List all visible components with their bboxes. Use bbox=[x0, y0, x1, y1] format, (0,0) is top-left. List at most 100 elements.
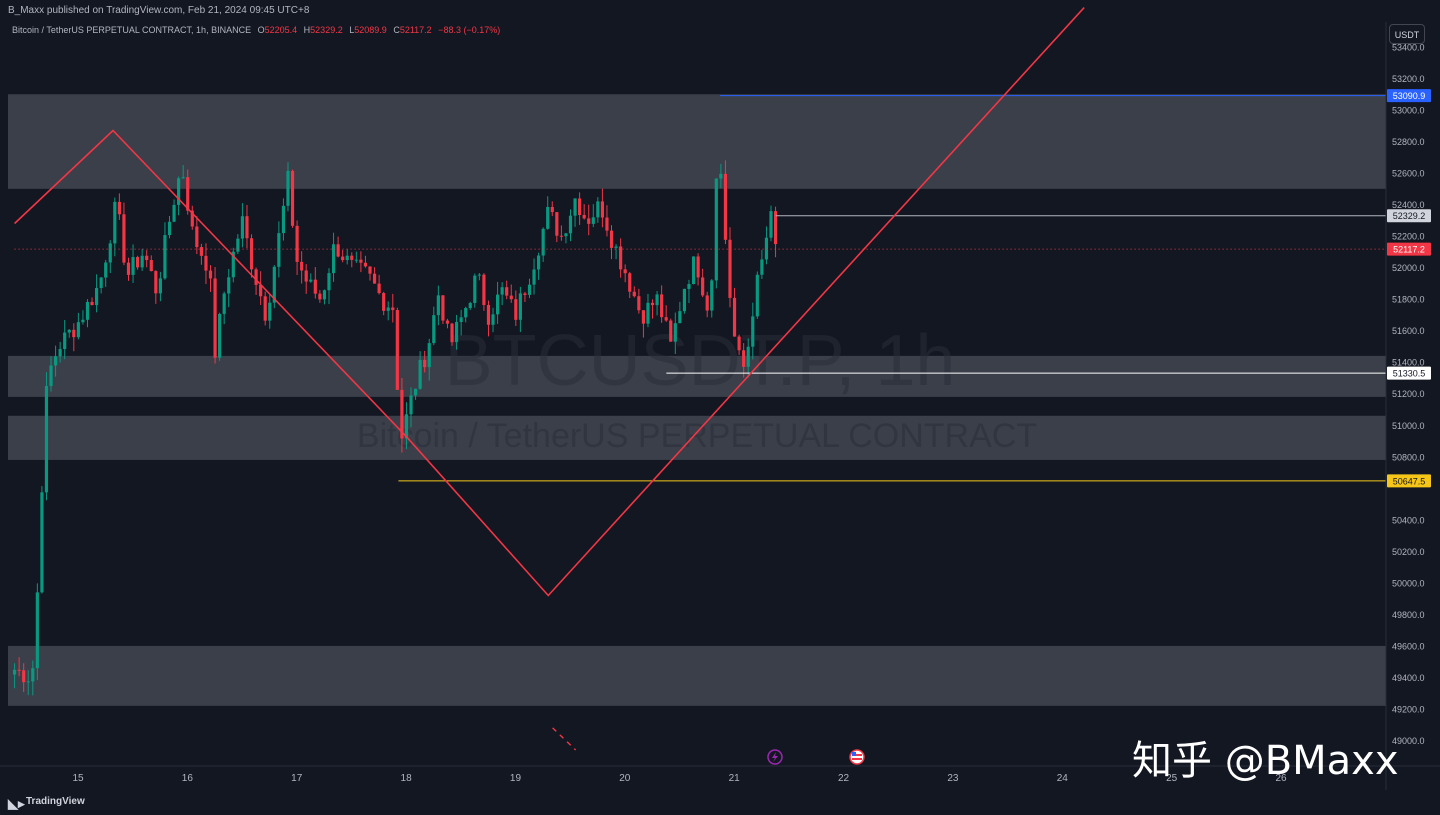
watermark-symbol: BTCUSDT.P, 1h bbox=[445, 321, 956, 401]
sr-zone bbox=[8, 355, 1386, 397]
watermark-layer: BTCUSDT.P, 1h Bitcoin / TetherUS PERPETU… bbox=[357, 321, 1037, 455]
candle-body bbox=[691, 256, 696, 285]
y-tick-label: 52200.0 bbox=[1392, 232, 1425, 242]
candle-body bbox=[81, 319, 85, 323]
lightning-glyph bbox=[772, 752, 778, 762]
candle-body bbox=[614, 246, 618, 248]
y-tick-label: 51000.0 bbox=[1392, 421, 1425, 431]
candle-body bbox=[149, 260, 153, 272]
watermark-description: Bitcoin / TetherUS PERPETUAL CONTRACT bbox=[357, 417, 1037, 455]
candle-body bbox=[395, 310, 399, 390]
candles-layer bbox=[12, 160, 778, 696]
candle-body bbox=[94, 287, 99, 306]
candle-body bbox=[49, 365, 53, 387]
candle-body bbox=[710, 280, 714, 311]
candle-body bbox=[769, 211, 773, 238]
candle-body bbox=[737, 336, 741, 351]
x-tick-label: 26 bbox=[1275, 773, 1287, 784]
candle-body bbox=[527, 284, 532, 295]
y-tick-label: 52400.0 bbox=[1392, 200, 1425, 210]
candle-body bbox=[341, 256, 345, 261]
candle-body bbox=[673, 323, 677, 342]
candle-body bbox=[172, 204, 176, 222]
y-tick-label: 52800.0 bbox=[1392, 137, 1425, 147]
candle-body bbox=[177, 178, 181, 205]
candle-body bbox=[413, 388, 418, 396]
candle-body bbox=[117, 201, 121, 215]
candle-body bbox=[154, 271, 158, 294]
lightning-event-icon[interactable] bbox=[767, 749, 783, 765]
candle-body bbox=[309, 279, 313, 282]
low-label: L bbox=[349, 25, 355, 35]
candle-body bbox=[104, 262, 108, 278]
candle-body bbox=[532, 269, 536, 285]
symbol-description: Bitcoin / TetherUS PERPETUAL CONTRACT, 1… bbox=[12, 25, 252, 35]
candle-body bbox=[546, 206, 550, 229]
candle-body bbox=[732, 297, 737, 337]
ohlc-legend: Bitcoin / TetherUS PERPETUAL CONTRACT, 1… bbox=[12, 25, 500, 35]
price-level-badge bbox=[1387, 366, 1431, 380]
y-tick-label: 50800.0 bbox=[1392, 452, 1425, 462]
candle-body bbox=[236, 238, 240, 252]
candle-body bbox=[126, 262, 131, 275]
price-level-badge bbox=[1387, 89, 1431, 103]
tradingview-logo-icon[interactable]: ◣▸ bbox=[8, 796, 25, 811]
candle-body bbox=[44, 386, 49, 493]
candle-body bbox=[609, 230, 614, 248]
candle-body bbox=[573, 198, 577, 216]
x-tick-label: 20 bbox=[619, 773, 631, 784]
candle-body bbox=[318, 293, 322, 300]
axes-layer: 49000.0 49200.0 49400.0 49600.0 49800.0 50000… bbox=[0, 22, 1440, 790]
us-flag-canton bbox=[852, 752, 856, 756]
candle-body bbox=[418, 359, 422, 389]
candle-body bbox=[482, 274, 486, 306]
candle-body bbox=[427, 343, 431, 368]
sr-zone bbox=[8, 645, 1386, 706]
candle-body bbox=[295, 225, 299, 262]
candle-body bbox=[186, 177, 190, 211]
candle-body bbox=[669, 320, 673, 342]
candle-body bbox=[660, 294, 664, 318]
x-tick-label: 18 bbox=[401, 773, 413, 784]
candle-body bbox=[619, 246, 623, 270]
candle-body bbox=[682, 288, 687, 312]
candle-body bbox=[714, 178, 718, 281]
currency-button[interactable]: USDT bbox=[1389, 24, 1425, 44]
levels-layer: 53090.9 52329.2 52117.2 51330.5 50647.5 bbox=[14, 89, 1431, 488]
candle-body bbox=[468, 302, 472, 309]
candle-body bbox=[591, 217, 595, 224]
candle-body bbox=[696, 256, 700, 278]
candle-body bbox=[53, 356, 58, 366]
x-tick-label: 17 bbox=[291, 773, 303, 784]
candle-body bbox=[67, 329, 71, 333]
candle-body bbox=[705, 295, 709, 311]
candle-body bbox=[751, 316, 755, 347]
candle-body bbox=[359, 259, 363, 263]
candle-body bbox=[163, 235, 167, 279]
candle-body bbox=[372, 273, 377, 284]
x-tick-label: 24 bbox=[1057, 773, 1069, 784]
candle-body bbox=[537, 255, 541, 270]
candle-body bbox=[596, 201, 600, 218]
sr-zone bbox=[8, 94, 1386, 189]
candle-body bbox=[436, 295, 440, 316]
candle-body bbox=[259, 284, 263, 297]
price-level-label: 53090.9 bbox=[1393, 91, 1426, 101]
y-tick-label: 49200.0 bbox=[1392, 704, 1425, 714]
candle-body bbox=[514, 299, 518, 320]
candle-body bbox=[313, 279, 317, 294]
candle-body bbox=[400, 389, 404, 439]
candle-body bbox=[509, 295, 513, 300]
low-value: 52089.9 bbox=[354, 25, 387, 35]
y-tick-label: 50200.0 bbox=[1392, 547, 1425, 557]
candle-body bbox=[40, 492, 44, 593]
close-value: 52117.2 bbox=[399, 25, 432, 35]
price-level-label: 51330.5 bbox=[1393, 369, 1426, 379]
candle-body bbox=[218, 313, 222, 358]
candle-body bbox=[582, 214, 586, 219]
candle-body bbox=[423, 359, 427, 368]
tradingview-brand[interactable]: TradingView bbox=[26, 796, 85, 807]
change-value: −88.3 (−0.17%) bbox=[438, 25, 501, 35]
candle-body bbox=[505, 287, 509, 296]
